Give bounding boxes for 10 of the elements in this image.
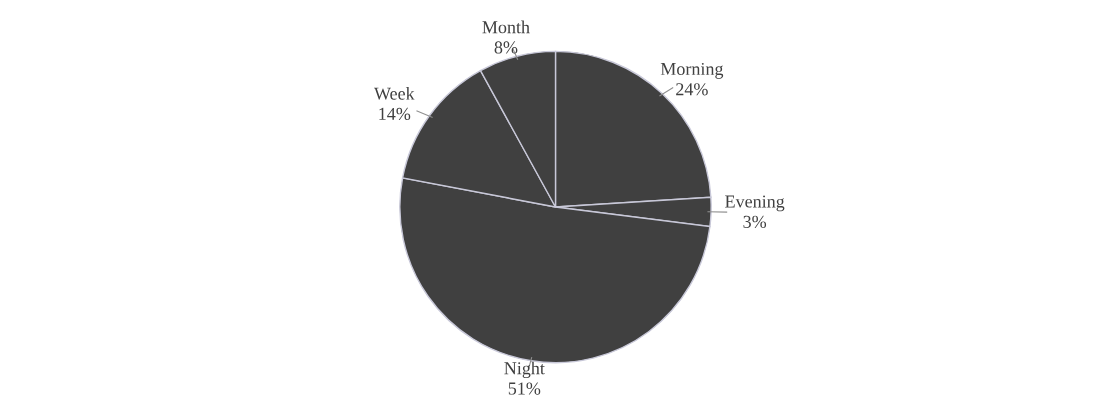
slice-label: Morning [660, 62, 724, 79]
data-label: 24% [676, 83, 708, 96]
data-label: 14% [379, 107, 411, 120]
slice-label: Week [373, 87, 415, 100]
data-label: 51% [508, 382, 541, 395]
data-label: 3% [743, 215, 767, 228]
slice-label: Evening [725, 195, 785, 212]
slice-label: Night [504, 361, 545, 379]
data-label: 8% [494, 41, 518, 54]
slice-label: Month [482, 20, 530, 34]
